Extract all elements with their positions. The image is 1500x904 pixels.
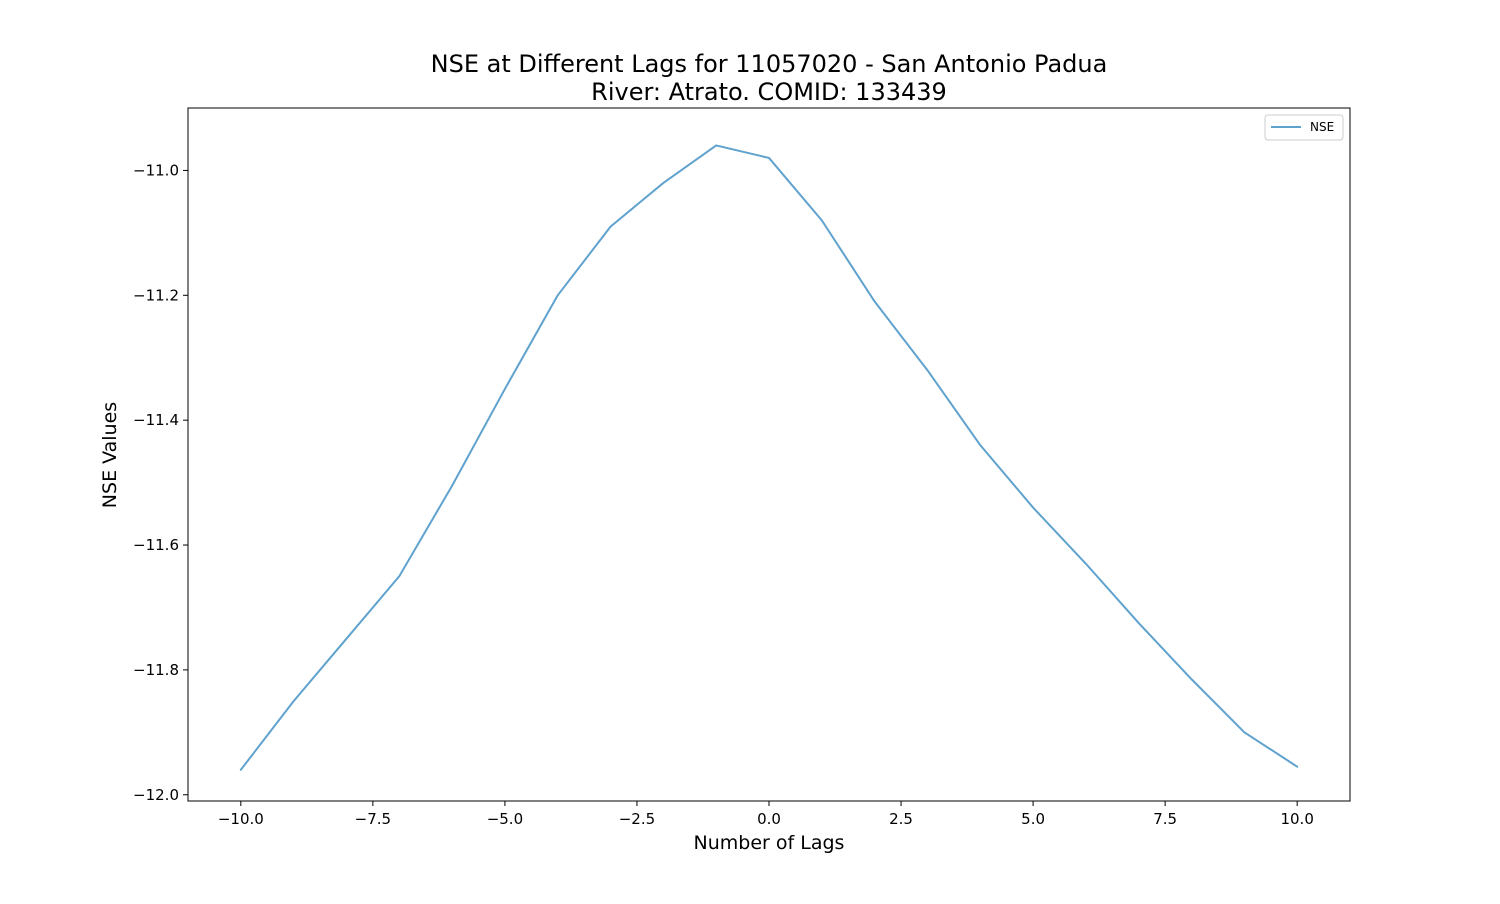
chart-title-line-2: River: Atrato. COMID: 133439: [591, 78, 947, 106]
chart-title-line-1: NSE at Different Lags for 11057020 - San…: [431, 50, 1108, 78]
plot-area: [239, 144, 1299, 771]
x-tick-label: −2.5: [619, 810, 655, 828]
x-tick-label: 2.5: [889, 810, 913, 828]
y-tick-label: −11.0: [133, 161, 179, 179]
x-tick-label: −7.5: [355, 810, 391, 828]
plot-frame: [187, 107, 1351, 802]
y-tick-label: −11.2: [133, 286, 179, 304]
legend-box: [1264, 114, 1344, 141]
y-tick-label: −11.8: [133, 661, 179, 679]
series-line-nse: [239, 144, 1299, 771]
y-axis-label: NSE Values: [99, 402, 121, 508]
x-tick-label: 7.5: [1153, 810, 1177, 828]
x-tick-label: 0.0: [757, 810, 781, 828]
x-tick-label: 5.0: [1021, 810, 1045, 828]
legend-label: NSE: [1310, 120, 1334, 134]
y-axis: −11.0 −11.2 −11.4 −11.6 −11.8 −12.0: [133, 161, 188, 804]
x-tick-label: 10.0: [1280, 810, 1313, 828]
x-tick-label: −5.0: [487, 810, 523, 828]
y-tick-label: −11.6: [133, 536, 179, 554]
x-axis-label: Number of Lags: [694, 832, 845, 854]
y-tick-label: −11.4: [133, 411, 179, 429]
x-tick-label: −10.0: [218, 810, 264, 828]
x-axis: −10.0 −7.5 −5.0 −2.5 0.0 2.5 5.0 7.5 10.0: [218, 801, 1314, 828]
legend: NSE: [1264, 114, 1344, 141]
y-tick-label: −12.0: [133, 786, 179, 804]
